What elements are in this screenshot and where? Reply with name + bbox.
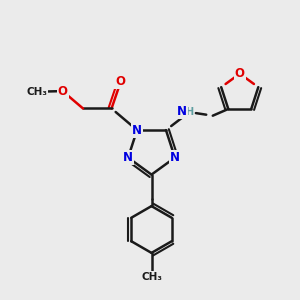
- Text: N: N: [123, 151, 133, 164]
- Text: O: O: [235, 67, 245, 80]
- Text: N: N: [132, 124, 142, 136]
- Text: H: H: [185, 107, 194, 117]
- Text: N: N: [177, 105, 187, 118]
- Text: CH₃: CH₃: [26, 87, 47, 97]
- Text: CH₃: CH₃: [141, 272, 162, 282]
- Text: O: O: [115, 75, 125, 88]
- Text: N: N: [170, 151, 180, 164]
- Text: O: O: [58, 85, 68, 98]
